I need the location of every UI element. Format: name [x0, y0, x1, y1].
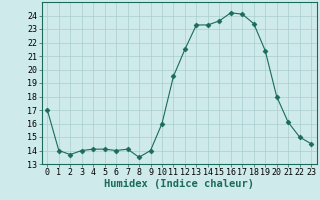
X-axis label: Humidex (Indice chaleur): Humidex (Indice chaleur): [104, 179, 254, 189]
